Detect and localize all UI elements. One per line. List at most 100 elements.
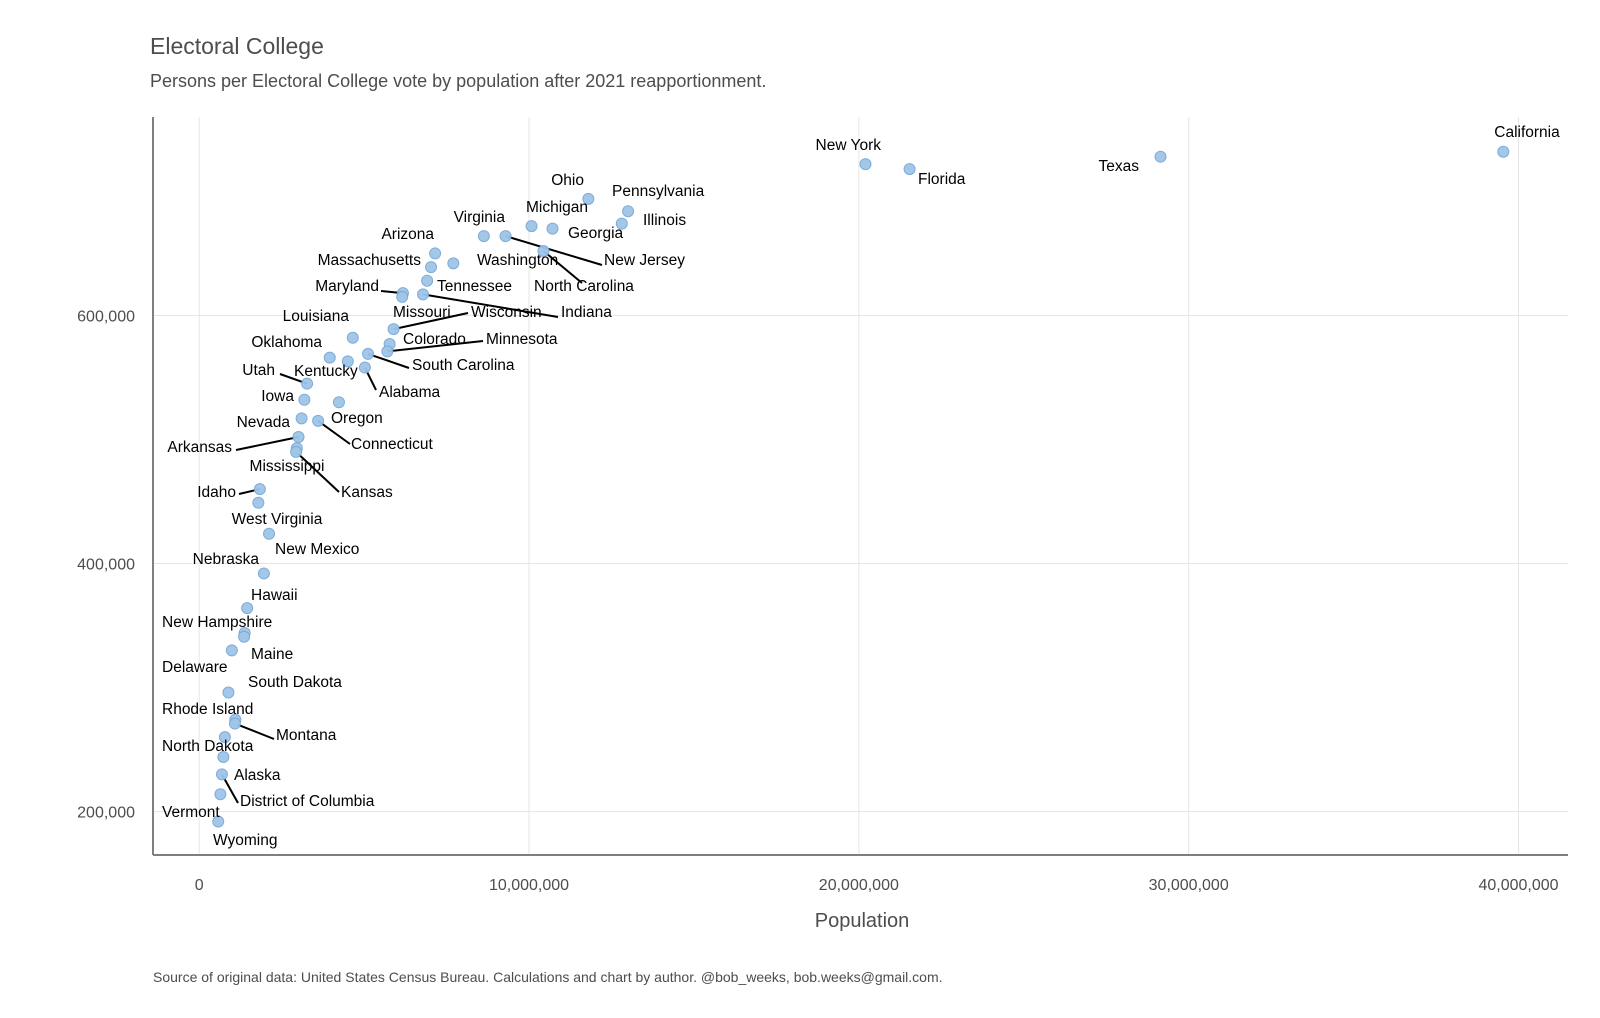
leader-line-indiana xyxy=(422,293,559,318)
point-utah xyxy=(301,377,314,390)
point-label-massachusetts: Massachusetts xyxy=(318,252,422,269)
point-label-tennessee: Tennessee xyxy=(437,278,512,295)
point-label-virginia: Virginia xyxy=(454,209,506,226)
point-arizona xyxy=(429,247,442,260)
label-leaders xyxy=(221,235,603,804)
point-label-michigan: Michigan xyxy=(526,199,588,216)
point-texas xyxy=(1154,150,1167,163)
x-tick-label: 0 xyxy=(195,877,204,894)
chart-title: Electoral College xyxy=(150,33,324,59)
point-new-jersey xyxy=(499,230,512,243)
point-nevada xyxy=(295,412,308,425)
point-wyoming xyxy=(212,815,225,828)
point-label-maryland: Maryland xyxy=(315,278,379,295)
point-label-arkansas: Arkansas xyxy=(167,439,232,456)
point-massachusetts xyxy=(425,261,438,274)
point-label-delaware: Delaware xyxy=(162,659,227,676)
point-label-new-jersey: New Jersey xyxy=(604,252,685,269)
point-alabama xyxy=(358,361,371,374)
point-kansas xyxy=(290,445,303,458)
point-label-minnesota: Minnesota xyxy=(486,331,558,348)
point-district-of-columbia xyxy=(215,768,228,781)
point-michigan xyxy=(525,220,538,233)
point-nebraska xyxy=(257,567,270,580)
tick-labels: 0 10,000,000 20,000,000 30,000,000 40,000,00… xyxy=(77,308,1559,894)
point-delaware xyxy=(225,644,238,657)
point-georgia xyxy=(546,222,559,235)
point-new-mexico xyxy=(263,527,276,540)
point-label-south-carolina: South Carolina xyxy=(412,357,515,374)
point-south-carolina xyxy=(362,347,375,360)
leader-line-kansas xyxy=(295,451,340,493)
point-florida xyxy=(903,163,916,176)
point-new-york xyxy=(859,158,872,171)
point-label-north-carolina: North Carolina xyxy=(534,278,634,295)
point-label-new-york: New York xyxy=(816,137,882,154)
point-label-ohio: Ohio xyxy=(551,172,584,189)
point-label-maine: Maine xyxy=(251,646,293,663)
leader-line-minnesota xyxy=(387,340,484,353)
point-label-wyoming: Wyoming xyxy=(213,832,277,849)
point-label-new-mexico: New Mexico xyxy=(275,541,359,558)
point-minnesota xyxy=(381,345,394,358)
point-indiana xyxy=(417,288,430,301)
point-oregon xyxy=(332,396,345,409)
point-labels: California Texas Florida New York Pennsylvan… xyxy=(162,124,1560,849)
point-label-iowa: Iowa xyxy=(261,388,294,405)
point-label-florida: Florida xyxy=(918,171,966,188)
point-label-kentucky: Kentucky xyxy=(294,363,358,380)
point-connecticut xyxy=(312,414,325,427)
leader-line-south-carolina xyxy=(367,352,410,369)
point-kentucky xyxy=(341,355,354,368)
point-label-idaho: Idaho xyxy=(197,484,236,501)
point-label-nebraska: Nebraska xyxy=(193,551,260,568)
point-label-oklahoma: Oklahoma xyxy=(251,334,322,351)
leader-line-arkansas xyxy=(235,436,299,451)
point-idaho xyxy=(253,483,266,496)
point-arkansas xyxy=(292,431,305,444)
leader-line-wisconsin xyxy=(393,312,469,331)
point-pennsylvania xyxy=(622,205,635,218)
point-label-west-virginia: West Virginia xyxy=(232,511,323,528)
point-label-mississippi: Mississippi xyxy=(250,458,325,475)
point-label-alaska: Alaska xyxy=(234,767,281,784)
point-tennessee xyxy=(421,274,434,287)
point-washington xyxy=(447,257,460,270)
point-alaska xyxy=(217,751,230,764)
point-oklahoma xyxy=(323,351,336,364)
chart-caption: Source of original data: United States C… xyxy=(153,969,943,985)
point-label-arizona: Arizona xyxy=(381,226,434,243)
leader-line-north-carolina xyxy=(542,250,583,284)
point-label-pennsylvania: Pennsylvania xyxy=(612,183,705,200)
point-label-oregon: Oregon xyxy=(331,410,383,427)
x-tick-label: 30,000,000 xyxy=(1149,877,1229,894)
y-tick-label: 200,000 xyxy=(77,805,135,822)
point-iowa xyxy=(298,393,311,406)
leader-line-montana xyxy=(234,722,275,740)
point-south-dakota xyxy=(222,686,235,699)
point-montana xyxy=(228,717,241,730)
point-vermont xyxy=(214,788,227,801)
point-label-georgia: Georgia xyxy=(568,225,624,242)
point-hawaii xyxy=(241,602,254,615)
point-label-wisconsin: Wisconsin xyxy=(471,304,542,321)
point-maine xyxy=(238,630,251,643)
point-label-alabama: Alabama xyxy=(379,384,441,401)
point-ohio xyxy=(582,192,595,205)
point-wisconsin xyxy=(387,323,400,336)
point-label-district-of-columbia: District of Columbia xyxy=(240,793,375,810)
point-label-vermont: Vermont xyxy=(162,804,220,821)
leader-line-connecticut xyxy=(317,420,351,445)
point-label-hawaii: Hawaii xyxy=(251,587,298,604)
point-label-washington: Washington xyxy=(477,252,558,269)
point-label-missouri: Missouri xyxy=(393,304,451,321)
point-west-virginia xyxy=(252,496,265,509)
data-points xyxy=(212,145,1510,828)
point-label-nevada: Nevada xyxy=(237,414,291,431)
point-label-montana: Montana xyxy=(276,727,337,744)
y-tick-label: 600,000 xyxy=(77,308,135,325)
x-tick-label: 10,000,000 xyxy=(489,877,569,894)
point-illinois xyxy=(615,217,628,230)
point-label-rhode-island: Rhode Island xyxy=(162,701,253,718)
